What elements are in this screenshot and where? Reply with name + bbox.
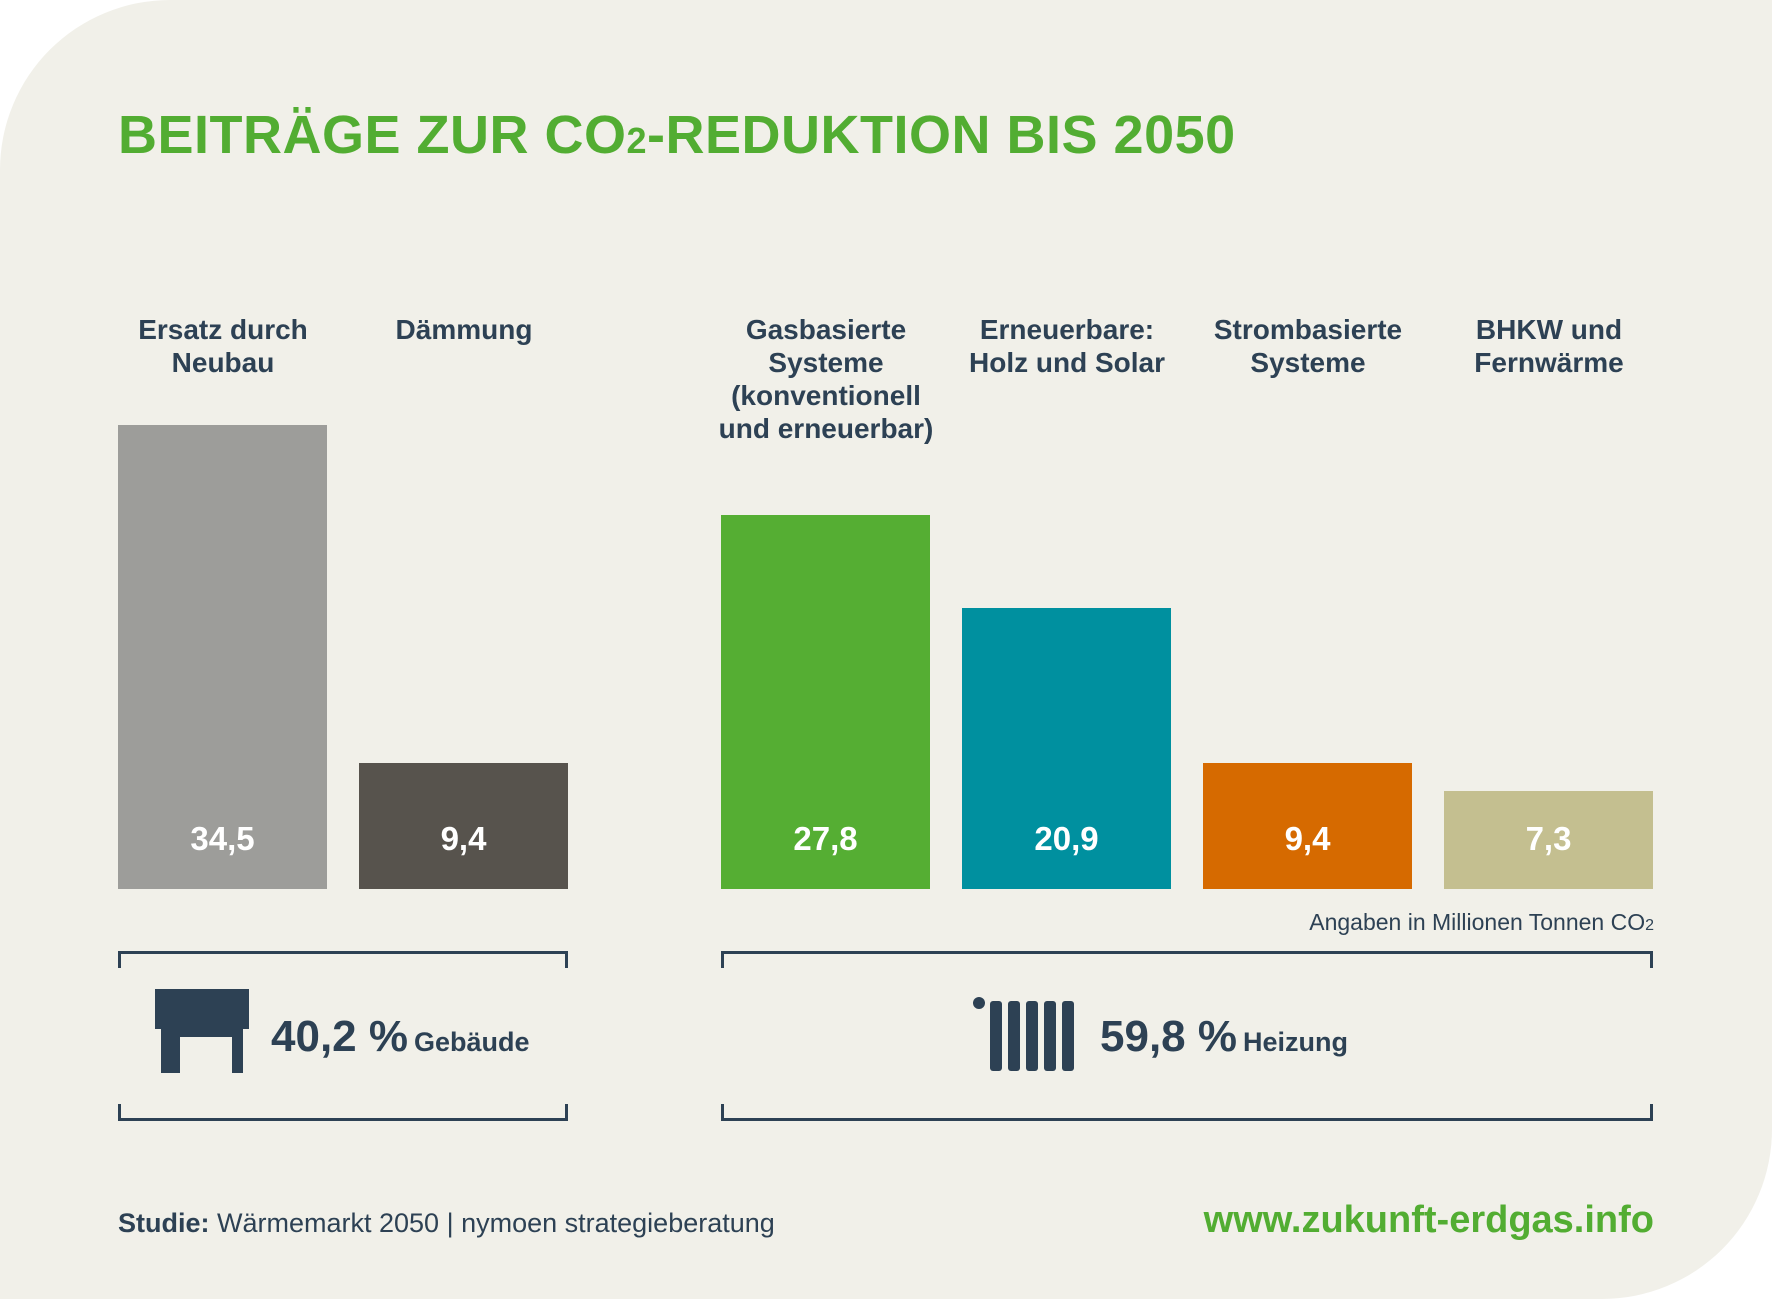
category-label-line: Strombasierte	[1213, 314, 1403, 345]
bracket-gebaeude-bottom	[118, 1104, 568, 1121]
title-rest: -REDUKTION BIS 2050	[647, 105, 1236, 165]
category-label-line: Holz und Solar	[969, 347, 1165, 378]
category-label-neubau: Ersatz durch Neubau	[103, 313, 343, 379]
summary-percent: 40,2 %	[271, 1012, 408, 1061]
study-source: Studie: Wärmemarkt 2050 | nymoen strateg…	[118, 1208, 775, 1239]
bar-strom	[1203, 762, 1412, 889]
summary-heizung: 59,8 % Heizung	[1100, 1012, 1348, 1062]
category-label-daemmung: Dämmung	[344, 313, 584, 346]
units-subscript: 2	[1645, 917, 1654, 934]
summary-percent: 59,8 %	[1100, 1012, 1237, 1061]
summary-label: Heizung	[1242, 1027, 1348, 1057]
bar-value-label: 9,4	[1284, 820, 1331, 857]
bar-neubau	[118, 424, 327, 889]
category-label-line: Fernwärme	[1474, 347, 1624, 378]
title-subscript: 2	[626, 120, 648, 161]
bracket-heizung-bottom	[721, 1104, 1653, 1121]
summary-gebaeude: 40,2 % Gebäude	[271, 1012, 530, 1062]
category-label-bhkw: BHKW und Fernwärme	[1429, 313, 1669, 379]
bar-bhkw	[1444, 790, 1653, 889]
units-note: Angaben in Millionen Tonnen CO2	[1309, 909, 1654, 936]
bar-value-label: 9,4	[440, 820, 487, 857]
category-label-line: Neubau	[171, 347, 275, 378]
study-label: Studie:	[118, 1208, 210, 1238]
title-main: BEITRÄGE ZUR CO	[118, 105, 627, 165]
category-label-line: Systeme	[1250, 347, 1366, 378]
category-label-line: Ersatz durch	[138, 314, 308, 345]
category-label-line: Gasbasierte	[745, 314, 907, 345]
bar-gas	[721, 515, 930, 889]
bar-daemmung	[359, 762, 568, 889]
summary-label: Gebäude	[413, 1027, 530, 1057]
category-label-line: Dämmung	[395, 314, 533, 345]
units-text: Angaben in Millionen Tonnen CO	[1309, 909, 1646, 935]
bar-value-label: 7,3	[1525, 820, 1572, 857]
category-label-line: Systeme	[768, 347, 884, 378]
bracket-heizung-top	[721, 951, 1653, 968]
category-label-strom: Strombasierte Systeme	[1188, 313, 1428, 379]
category-label-line: und erneuerbar)	[718, 413, 934, 444]
category-label-gas: Gasbasierte Systeme (konventionell und e…	[706, 313, 946, 445]
category-label-line: (konventionell	[731, 380, 921, 411]
bracket-gebaeude-top	[118, 951, 568, 968]
radiator-icon	[973, 997, 1074, 1071]
website-url: www.zukunft-erdgas.info	[1203, 1199, 1654, 1241]
category-label-erneuerbare: Erneuerbare: Holz und Solar	[947, 313, 1187, 379]
category-label-line: BHKW und	[1475, 314, 1623, 345]
bar-value-label: 34,5	[190, 820, 255, 857]
chart-title: BEITRÄGE ZUR CO2-REDUKTION BIS 2050	[118, 104, 1236, 166]
bar-erneuerbare	[962, 607, 1171, 889]
bar-value-label: 27,8	[793, 820, 858, 857]
category-label-line: Erneuerbare:	[979, 314, 1155, 345]
study-text: Wärmemarkt 2050 | nymoen strategieberatu…	[209, 1208, 775, 1238]
house-icon	[155, 989, 249, 1073]
bar-value-label: 20,9	[1034, 820, 1099, 857]
